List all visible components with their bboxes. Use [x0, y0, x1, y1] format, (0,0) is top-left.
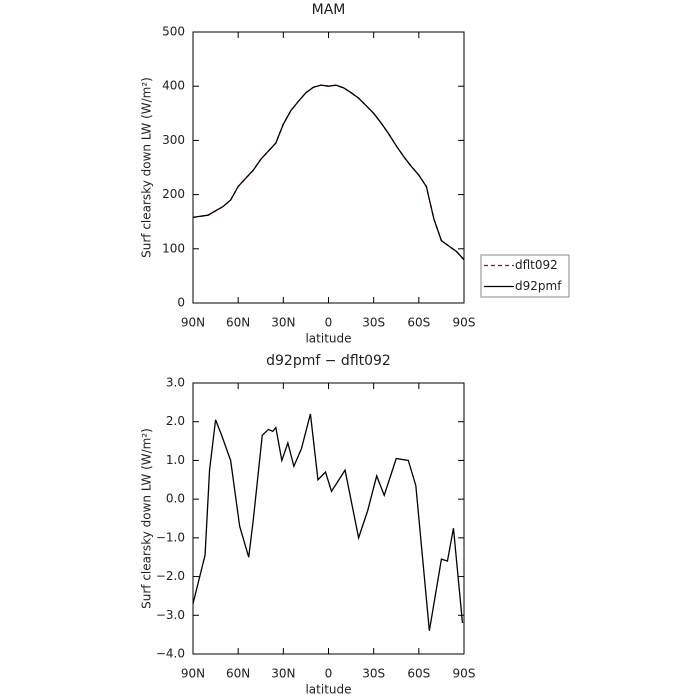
y-tick-label: 1.0: [166, 453, 185, 467]
chart-title: MAM: [312, 2, 346, 18]
x-tick-label: 60N: [226, 316, 250, 330]
y-tick-label: 500: [162, 25, 185, 39]
y-axis-label: Surf clearsky down LW (W/m²): [140, 77, 154, 258]
line: [192, 84, 465, 261]
x-tick-label: 30N: [271, 316, 295, 330]
x-axis-label: latitude: [305, 332, 351, 346]
x-axis-label: latitude: [305, 683, 351, 697]
plot-frame: [192, 31, 465, 304]
plot-frame: [192, 382, 465, 655]
y-tick-label: −1.0: [156, 530, 185, 544]
x-tick-label: 60S: [407, 316, 430, 330]
x-tick-label: 0: [325, 667, 333, 681]
chart-title: d92pmf − dflt092: [266, 353, 391, 369]
y-tick-label: 2.0: [166, 414, 185, 428]
x-tick-label: 90N: [181, 316, 205, 330]
y-tick-label: 400: [162, 79, 185, 93]
y-tick-label: 3.0: [166, 376, 185, 390]
legend-label: dflt092: [515, 258, 558, 272]
y-tick-label: 300: [162, 133, 185, 147]
x-tick-label: 90S: [453, 316, 476, 330]
x-tick-label: 60S: [407, 667, 430, 681]
x-tick-label: 30S: [362, 667, 385, 681]
line: [192, 84, 465, 261]
x-tick-label: 60N: [226, 667, 250, 681]
y-tick-label: −3.0: [156, 608, 185, 622]
y-tick-label: −4.0: [156, 647, 185, 661]
x-tick-label: 0: [325, 316, 333, 330]
y-tick-label: 0: [177, 296, 185, 310]
x-tick-label: 30S: [362, 316, 385, 330]
legend-box: [480, 254, 570, 298]
x-tick-label: 90N: [181, 667, 205, 681]
y-tick-label: 0.0: [166, 492, 185, 506]
y-tick-label: 200: [162, 187, 185, 201]
y-axis-label: Surf clearsky down LW (W/m²): [140, 428, 154, 609]
y-tick-label: −2.0: [156, 569, 185, 583]
x-tick-label: 90S: [453, 667, 476, 681]
y-tick-label: 100: [162, 241, 185, 255]
line: [192, 413, 464, 631]
legend-label: d92pmf: [515, 279, 562, 293]
x-tick-label: 30N: [271, 667, 295, 681]
